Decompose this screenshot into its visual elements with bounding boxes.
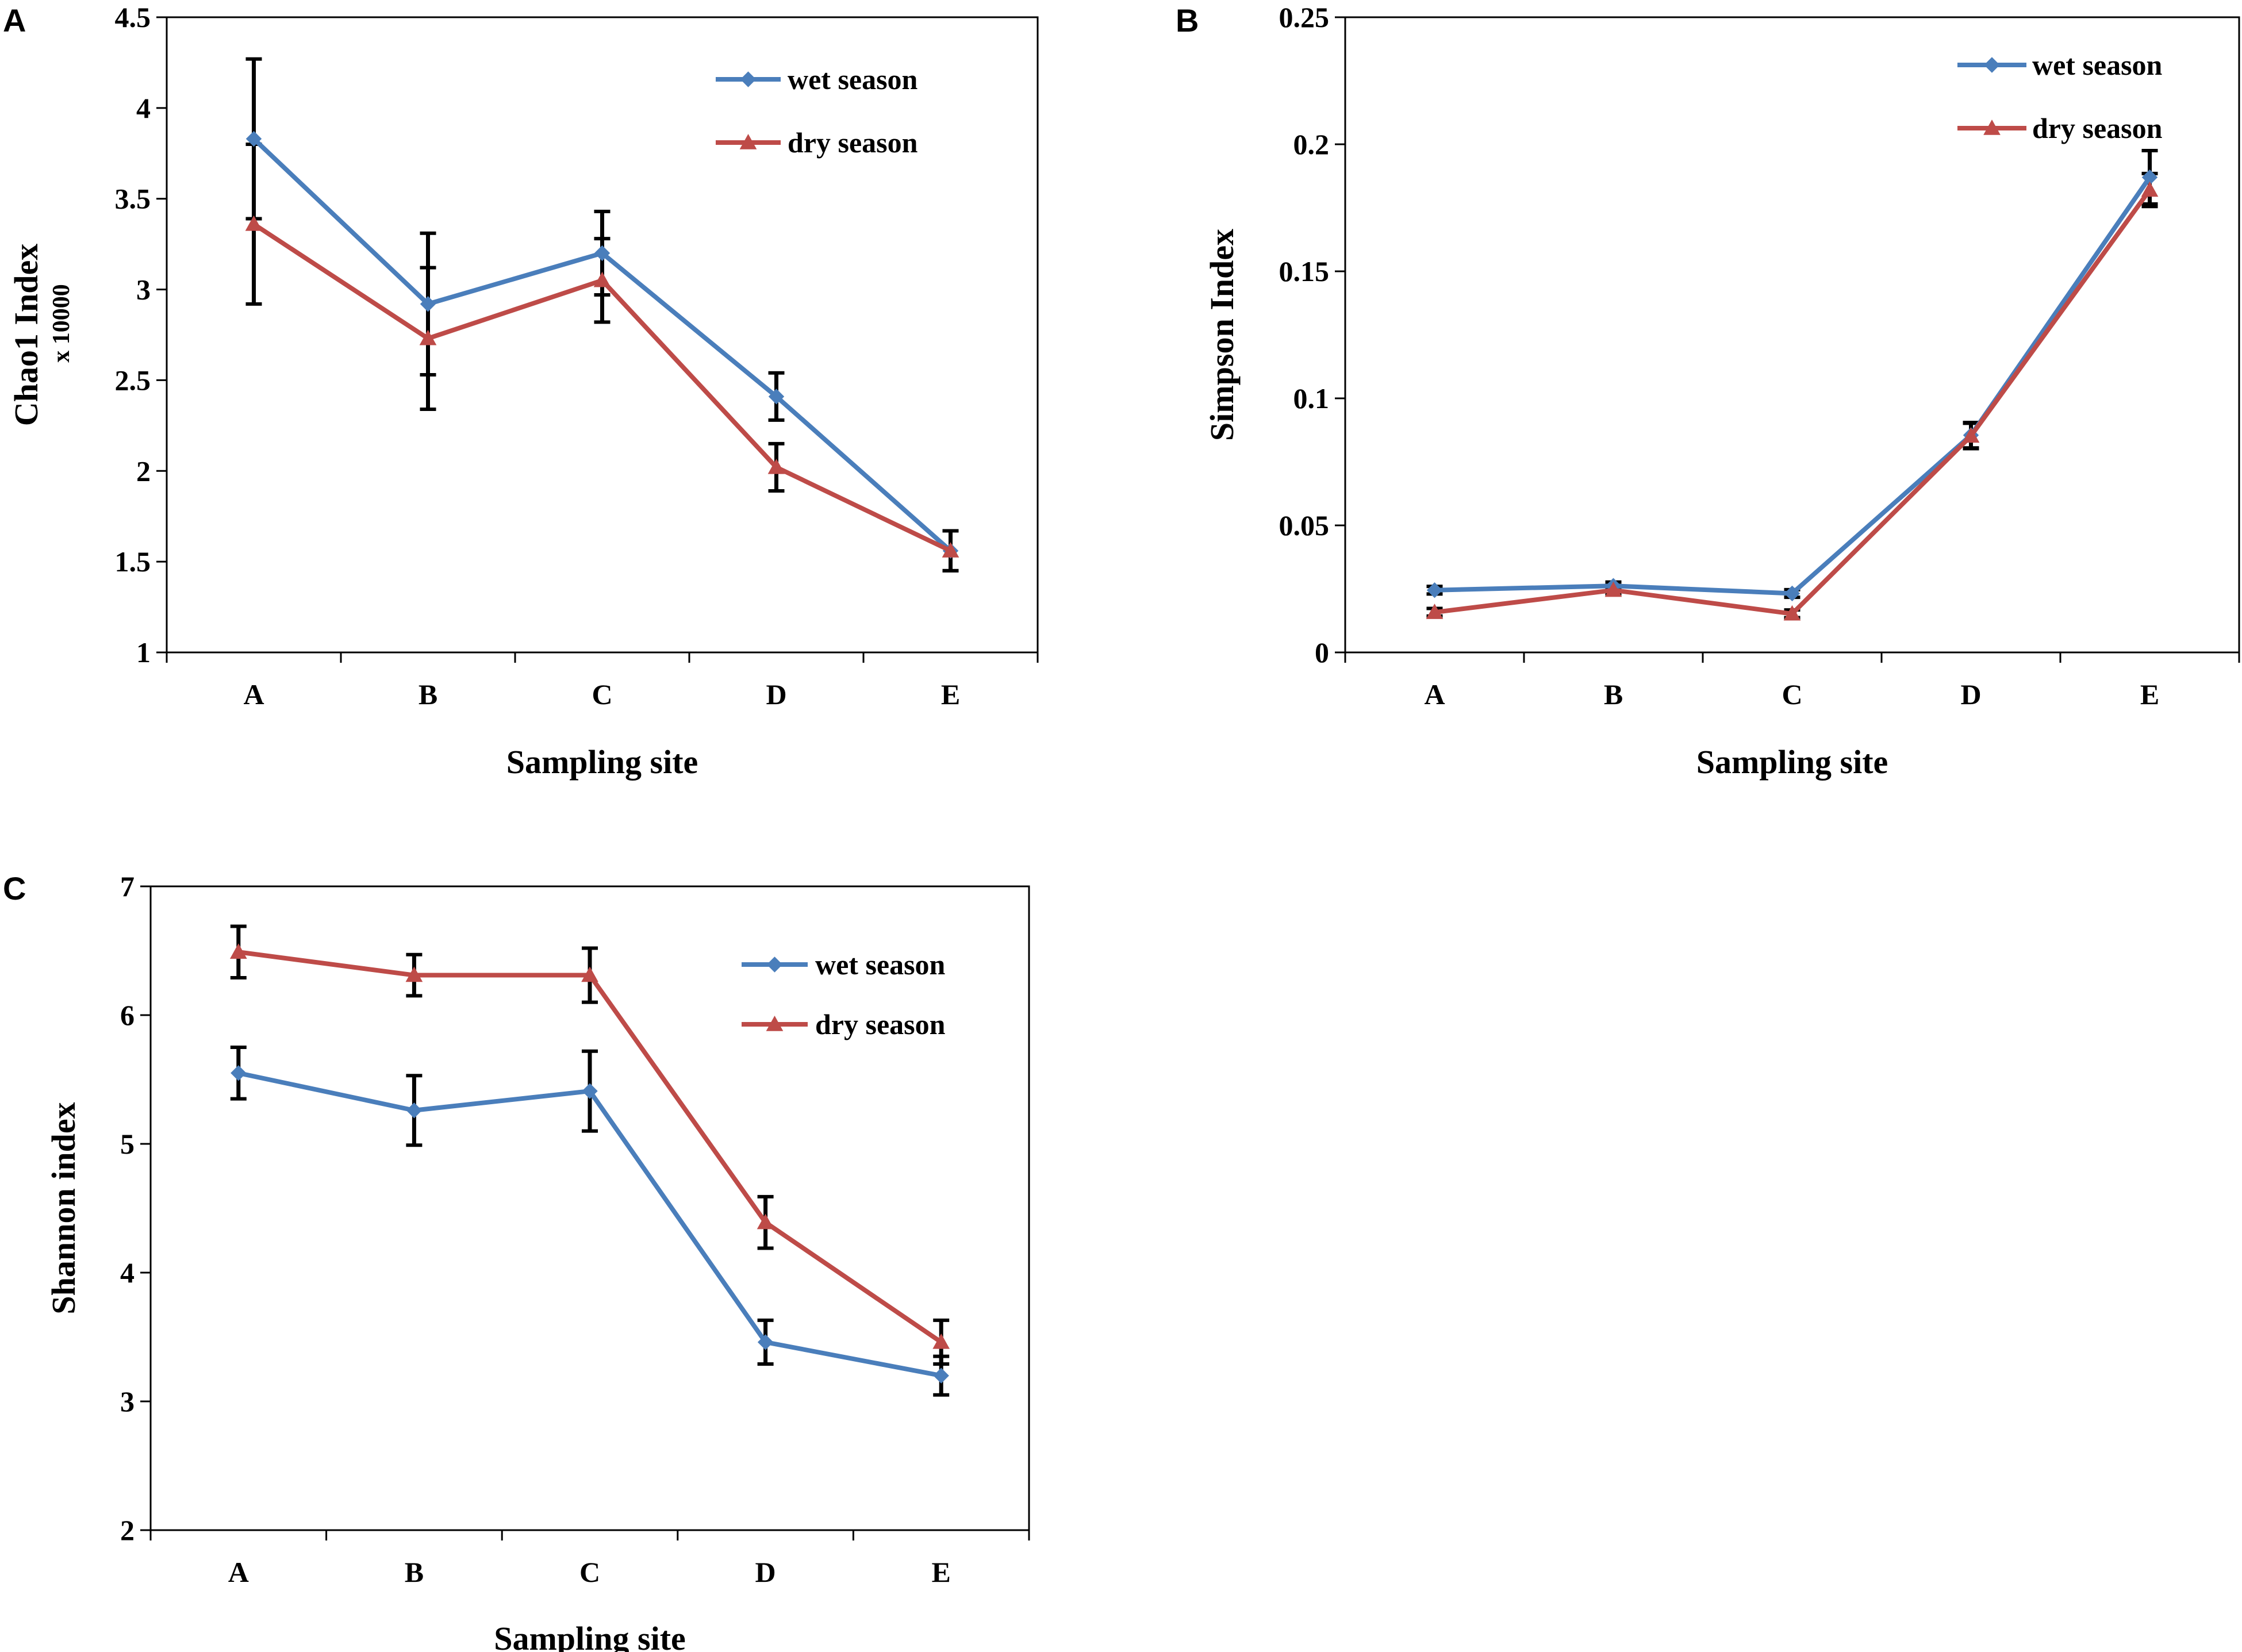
dry-data-point bbox=[2141, 181, 2159, 197]
chart-panel-c: C 2 3 4 5 6 7 A B C D E Sampling site Shannon index we… bbox=[3, 870, 1030, 1652]
wet-data-point bbox=[1784, 585, 1800, 602]
chart-panel-b: B 0 0.05 0.1 0.15 0.2 0.25 A B C D E Sampling site Si… bbox=[1176, 1, 2240, 781]
wet-data-point bbox=[1426, 582, 1443, 598]
x-tick-label: D bbox=[766, 678, 786, 710]
dry-data-point bbox=[405, 966, 423, 982]
x-axis-title: Sampling site bbox=[1696, 743, 1888, 781]
dry-data-point bbox=[229, 943, 247, 959]
y-tick-label: 4 bbox=[136, 92, 151, 124]
legend-marker-dry bbox=[1983, 119, 2001, 135]
dry-data-point bbox=[581, 966, 598, 982]
y-tick-label: 0.1 bbox=[1293, 382, 1330, 414]
y-tick-label: 1 bbox=[136, 636, 151, 669]
y-tick-label: 5 bbox=[120, 1128, 135, 1160]
legend-label-wet: wet season bbox=[815, 948, 946, 981]
wet-data-point bbox=[420, 296, 436, 312]
plot-frame bbox=[149, 885, 1030, 1531]
legend-marker-dry bbox=[766, 1015, 784, 1031]
plot-frame bbox=[1344, 16, 2240, 654]
x-tick-label: B bbox=[419, 678, 437, 710]
legend-marker-wet bbox=[740, 71, 757, 87]
panel-letter: A bbox=[3, 2, 26, 39]
legend-marker-wet bbox=[766, 956, 783, 973]
y-axis-title: Chao1 Index bbox=[7, 244, 45, 426]
x-tick-label: A bbox=[228, 1556, 249, 1588]
x-axis-title: Sampling site bbox=[506, 743, 698, 781]
wet-data-point bbox=[757, 1334, 774, 1350]
wet-data-point bbox=[933, 1367, 949, 1384]
y-tick-label: 0 bbox=[1315, 636, 1329, 669]
y-tick-label: 2 bbox=[136, 455, 151, 487]
x-tick-label: E bbox=[932, 1556, 951, 1588]
x-tick-label: D bbox=[1960, 678, 1981, 710]
x-tick-label: B bbox=[405, 1556, 424, 1588]
legend-label-wet: wet season bbox=[788, 63, 918, 95]
chart-panel-a: A 1 1.5 2 2.5 3 3.5 4 4.5 A B C D E Sampling site Chao1… bbox=[3, 1, 1039, 781]
legend-label-dry: dry season bbox=[2032, 112, 2163, 144]
plot-frame bbox=[166, 16, 1039, 654]
legend-marker-wet bbox=[1984, 57, 2000, 73]
legend-marker-dry bbox=[739, 133, 757, 149]
x-axis-title: Sampling site bbox=[494, 1620, 686, 1652]
y-tick-label: 4.5 bbox=[115, 1, 151, 33]
dry-data-point bbox=[1962, 427, 1980, 443]
y-tick-label: 0.25 bbox=[1279, 1, 1330, 33]
wet-data-point bbox=[768, 389, 785, 405]
x-tick-label: D bbox=[755, 1556, 776, 1588]
dry-data-point bbox=[1426, 604, 1444, 619]
legend-label-dry: dry season bbox=[815, 1008, 946, 1040]
wet-data-point bbox=[231, 1065, 247, 1081]
dry-data-point bbox=[932, 1333, 950, 1349]
y-axis-title: Simpson Index bbox=[1203, 229, 1241, 441]
y-tick-label: 3.5 bbox=[115, 183, 151, 215]
x-tick-label: C bbox=[1782, 678, 1802, 710]
dry-data-point bbox=[419, 329, 437, 345]
y-tick-label: 2.5 bbox=[115, 364, 151, 396]
y-axis-subtitle: x 10000 bbox=[48, 284, 75, 363]
y-tick-label: 3 bbox=[120, 1385, 135, 1417]
x-tick-label: A bbox=[243, 678, 264, 710]
dry-data-point bbox=[942, 542, 959, 558]
panel-letter: C bbox=[3, 870, 26, 906]
x-tick-label: E bbox=[2140, 678, 2159, 710]
y-tick-label: 7 bbox=[120, 870, 135, 902]
x-tick-label: C bbox=[592, 678, 612, 710]
y-axis-title: Shannon index bbox=[45, 1102, 82, 1314]
y-tick-label: 3 bbox=[136, 274, 151, 306]
dry-data-point bbox=[1783, 605, 1801, 621]
legend-label-dry: dry season bbox=[788, 126, 918, 159]
dry-data-point bbox=[245, 215, 263, 231]
dry-data-point bbox=[1604, 581, 1622, 597]
y-tick-label: 2 bbox=[120, 1514, 135, 1546]
y-tick-label: 4 bbox=[120, 1257, 135, 1289]
y-tick-label: 6 bbox=[120, 999, 135, 1031]
x-tick-label: B bbox=[1604, 678, 1623, 710]
wet-data-point bbox=[245, 130, 262, 147]
dry-data-point bbox=[757, 1213, 774, 1230]
dry-data-point bbox=[767, 458, 785, 474]
dry-data-point bbox=[593, 271, 611, 287]
legend-label-wet: wet season bbox=[2032, 49, 2163, 81]
x-tick-label: E bbox=[941, 678, 960, 710]
panel-letter: B bbox=[1176, 2, 1199, 39]
wet-data-point bbox=[582, 1083, 598, 1099]
wet-data-point bbox=[406, 1102, 423, 1119]
x-tick-label: C bbox=[579, 1556, 600, 1588]
y-tick-label: 0.15 bbox=[1279, 255, 1330, 287]
y-tick-label: 1.5 bbox=[115, 545, 151, 578]
y-tick-label: 0.05 bbox=[1279, 509, 1330, 541]
y-tick-label: 0.2 bbox=[1293, 128, 1330, 160]
x-tick-label: A bbox=[1424, 678, 1445, 710]
wet-data-point bbox=[594, 245, 611, 262]
